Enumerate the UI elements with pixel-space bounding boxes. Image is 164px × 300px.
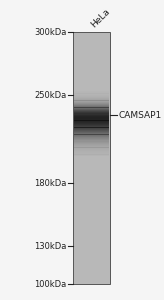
Text: 130kDa: 130kDa: [34, 242, 66, 251]
Bar: [74, 129, 109, 130]
Bar: [74, 118, 109, 119]
Text: CAMSAP1: CAMSAP1: [118, 111, 161, 120]
Bar: [74, 139, 109, 140]
Bar: [74, 93, 109, 95]
Bar: [74, 148, 109, 150]
Bar: [74, 100, 109, 102]
Bar: [74, 130, 109, 131]
Bar: [74, 150, 109, 151]
Bar: [74, 92, 109, 94]
Bar: [74, 116, 109, 117]
Text: 100kDa: 100kDa: [34, 280, 66, 289]
Bar: [74, 112, 109, 113]
Bar: [74, 146, 109, 148]
Bar: [74, 131, 109, 132]
Bar: [74, 107, 109, 109]
Bar: [74, 97, 109, 98]
Bar: [74, 111, 109, 112]
Bar: [74, 151, 109, 152]
Bar: [74, 144, 109, 145]
Bar: [74, 128, 109, 129]
Bar: [74, 104, 109, 105]
Bar: [74, 96, 109, 97]
Bar: [74, 119, 109, 121]
Bar: [74, 143, 109, 144]
Bar: [74, 113, 109, 115]
Bar: [74, 140, 109, 142]
Bar: [74, 102, 109, 103]
Text: HeLa: HeLa: [89, 7, 112, 30]
Text: 250kDa: 250kDa: [34, 91, 66, 100]
Bar: [74, 136, 109, 137]
Bar: [74, 132, 109, 134]
Bar: [74, 91, 109, 92]
Bar: [74, 126, 109, 128]
Bar: [74, 122, 109, 123]
Bar: [74, 125, 109, 126]
Bar: [74, 117, 109, 118]
Bar: [74, 109, 109, 110]
Bar: [74, 138, 109, 139]
Bar: [74, 120, 109, 122]
Bar: [74, 115, 109, 116]
Bar: [74, 133, 109, 135]
Text: 180kDa: 180kDa: [34, 179, 66, 188]
Bar: [74, 154, 109, 156]
Bar: [74, 134, 109, 136]
Bar: [74, 123, 109, 124]
Bar: [74, 147, 109, 149]
Text: 300kDa: 300kDa: [34, 28, 66, 37]
Bar: [74, 105, 109, 106]
Bar: [74, 124, 109, 125]
Bar: [74, 145, 109, 146]
Bar: [74, 94, 109, 96]
Bar: [74, 106, 109, 108]
Bar: [74, 99, 109, 101]
Bar: [74, 153, 109, 154]
Bar: [74, 142, 109, 143]
Bar: [74, 98, 109, 99]
Bar: [74, 110, 109, 111]
Bar: [73, 32, 110, 284]
Bar: [74, 137, 109, 138]
Bar: [74, 103, 109, 104]
Bar: [74, 152, 109, 153]
